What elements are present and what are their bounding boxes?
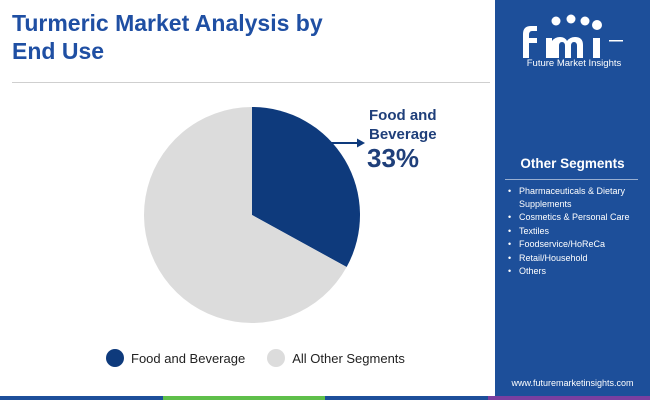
title-divider [12, 82, 490, 83]
segment-item-cosmetics: Cosmetics & Personal Care [505, 211, 645, 224]
segment-item-textiles: Textiles [505, 225, 645, 238]
bottom-bar-segment-2 [162, 396, 325, 400]
segment-item-retail: Retail/Household [505, 252, 645, 265]
bottom-bar-segment-3 [325, 396, 488, 400]
pie-chart [144, 107, 365, 323]
pie-slice-all-other-segments [144, 107, 347, 323]
callout-arrow [330, 138, 365, 148]
legend-item-all-other-segments: All Other Segments [267, 349, 405, 367]
legend-swatch-food-and-beverage [106, 349, 124, 367]
pie-slice-food-and-beverage [252, 107, 360, 268]
website-url[interactable]: www.futuremarketinsights.com [511, 378, 634, 388]
legend-label-all-other-segments: All Other Segments [292, 350, 405, 366]
legend-label-food-and-beverage: Food and Beverage [131, 350, 246, 366]
segment-item-others: Others [505, 265, 645, 278]
legend-swatch-all-other-segments [267, 349, 286, 367]
other-segments-rule [505, 179, 638, 180]
bottom-bar-segment-4 [487, 396, 650, 400]
other-segments-title: Other Segments [520, 156, 625, 171]
bottom-color-bar [0, 396, 650, 400]
chart-legend: Food and Beverage All Other Segments [106, 347, 427, 369]
other-segments-list: Pharmaceuticals & Dietary Supplements Co… [505, 185, 645, 279]
bottom-bar-segment-1 [0, 396, 163, 400]
segment-item-pharmaceuticals: Pharmaceuticals & Dietary Supplements [505, 185, 645, 210]
callout-value: 33% [367, 143, 420, 173]
sidebar: Future Market Insights Other Segments Ph… [495, 0, 650, 400]
page-title: Turmeric Market Analysis by End Use [12, 10, 323, 64]
callout-label: Food and Beverage [369, 107, 437, 143]
segment-item-foodservice: Foodservice/HoReCa [505, 238, 645, 251]
fmi-logo-icon [523, 14, 623, 58]
logo-name: Future Market Insights [526, 58, 622, 69]
legend-item-food-and-beverage: Food and Beverage [106, 349, 245, 367]
